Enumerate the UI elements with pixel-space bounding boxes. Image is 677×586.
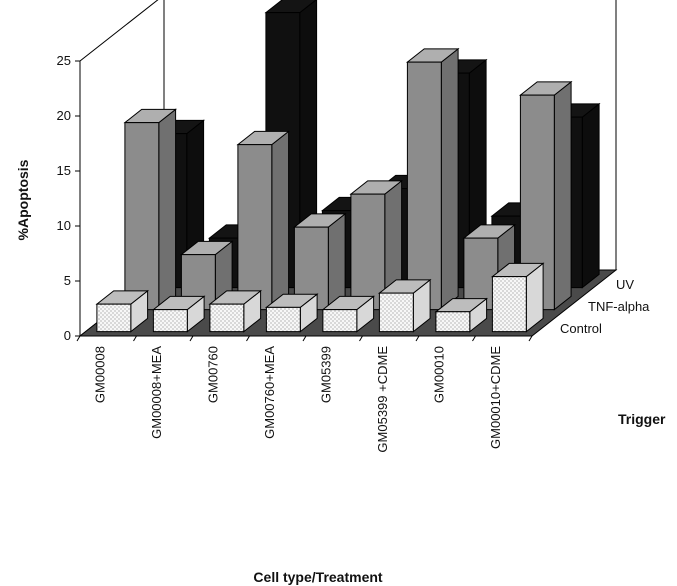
x-tick-mark xyxy=(528,335,533,342)
category-label: GM00010 xyxy=(431,346,446,403)
category-label: GM05399 +CDME xyxy=(375,346,390,453)
y-tick-label: 25 xyxy=(57,53,71,68)
bar-side xyxy=(158,108,177,311)
category-label: GM00760 xyxy=(205,346,220,403)
bar-front xyxy=(124,122,160,311)
category-label: GM00760+MEA xyxy=(262,346,277,439)
bar-front xyxy=(491,276,527,333)
x-tick-mark xyxy=(76,335,81,342)
bar-front xyxy=(96,303,132,333)
bar-tnf-alpha xyxy=(518,80,573,311)
y-tick-label: 0 xyxy=(64,328,71,343)
y-tick-label: 5 xyxy=(64,273,71,288)
y-tick-label: 15 xyxy=(57,163,71,178)
bar-front xyxy=(237,144,273,311)
x-axis-title: Cell type/Treatment xyxy=(253,569,382,585)
bar-front xyxy=(378,292,414,333)
bar-side xyxy=(440,47,459,311)
category-label: GM05399 xyxy=(318,346,333,403)
x-tick-mark xyxy=(302,335,307,342)
category-label: GM00008 xyxy=(92,346,107,403)
bar-front xyxy=(152,309,188,333)
x-tick-mark xyxy=(133,335,137,342)
bar-control xyxy=(321,295,376,333)
bar-control xyxy=(151,295,206,333)
bar-front xyxy=(435,311,471,333)
bars-group xyxy=(95,0,601,333)
bar-control xyxy=(264,293,319,333)
category-label: GM00010+CDME xyxy=(488,346,503,449)
y-tick-label: 20 xyxy=(57,108,71,123)
x-tick-mark xyxy=(189,335,194,342)
x-tick-mark xyxy=(246,335,250,342)
bar-control xyxy=(434,297,489,333)
series-label: TNF-alpha xyxy=(588,299,650,314)
series-label: UV xyxy=(616,277,634,292)
bar-side xyxy=(553,80,572,311)
bar-tnf-alpha xyxy=(292,212,347,311)
series-label: Control xyxy=(560,321,602,336)
y-tick-label: 10 xyxy=(57,218,71,233)
bar-side xyxy=(271,130,290,311)
bar-control xyxy=(208,289,263,333)
bar-control xyxy=(95,289,150,333)
bar-front xyxy=(265,306,301,333)
bar-front xyxy=(209,303,245,333)
bar-tnf-alpha xyxy=(236,130,291,311)
x-tick-mark xyxy=(472,335,476,342)
bar-control xyxy=(490,262,545,333)
bar-tnf-alpha xyxy=(405,47,460,311)
bar-front xyxy=(406,61,442,311)
category-label: GM00008+MEA xyxy=(149,346,164,439)
bar-control xyxy=(377,278,432,333)
depth-axis-title: Trigger xyxy=(618,411,666,427)
bar-front xyxy=(322,309,358,333)
y-axis-title: %Apoptosis xyxy=(15,159,31,240)
x-tick-mark xyxy=(359,335,363,342)
bar-side xyxy=(581,102,600,289)
x-tick-mark xyxy=(415,335,420,342)
labels-group: 0 5 10 15 20 25 GM00008 GM00008+MEA GM00760 GM007… xyxy=(57,53,651,453)
bar-side xyxy=(327,212,346,311)
bar-tnf-alpha xyxy=(123,108,178,311)
